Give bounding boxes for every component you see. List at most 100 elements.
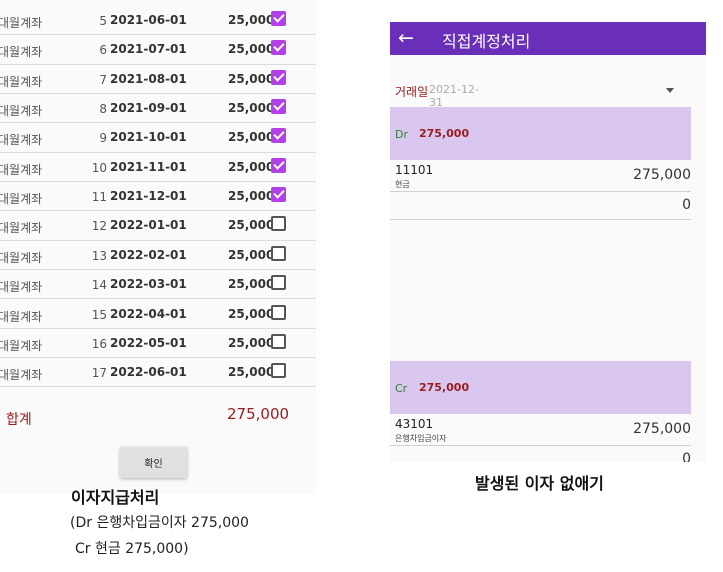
installment-number: 5	[99, 14, 107, 28]
checkbox-unchecked-icon[interactable]	[271, 333, 286, 349]
debit-entry-row[interactable]: 11101 현금 275,000	[390, 161, 691, 192]
payment-date: 2021-11-01	[110, 159, 187, 174]
payment-amount: 25,000	[228, 130, 275, 145]
account-label: 대월계좌	[0, 133, 43, 148]
account-code: 43101	[395, 417, 434, 431]
account-name: 현금	[395, 180, 410, 189]
installment-number: 7	[99, 72, 107, 87]
payment-date: 2021-07-01	[110, 42, 187, 57]
account-label: 대월계좌	[0, 192, 43, 207]
payment-amount: 25,000	[228, 101, 275, 116]
caption-credit-line: Cr 현금 275,000)	[75, 541, 189, 557]
payment-date: 2021-12-01	[110, 189, 187, 204]
credit-tag: Cr	[395, 382, 408, 395]
debit-total: 275,000	[419, 127, 470, 140]
installment-number: 13	[91, 248, 107, 263]
payment-amount: 25,000	[228, 218, 275, 233]
installment-row: 대월계좌 7 2021-08-01 25,000	[0, 65, 316, 94]
payment-amount: 25,000	[228, 335, 275, 350]
installment-row: 대월계좌 15 2022-04-01 25,000	[0, 300, 316, 329]
account-label: 대월계좌	[0, 104, 43, 119]
debit-tag: Dr	[395, 128, 408, 141]
checkbox-unchecked-icon[interactable]	[271, 275, 286, 291]
caption-remove-interest: 발생된 이자 없애기	[475, 474, 604, 493]
payment-amount: 25,000	[228, 189, 275, 204]
entry-amount-zero: 0	[682, 197, 691, 213]
payment-date: 2021-06-01	[110, 13, 187, 27]
payment-date: 2022-01-01	[110, 218, 187, 233]
account-label: 대월계좌	[0, 338, 43, 353]
installment-number: 15	[91, 307, 107, 322]
payment-date: 2022-04-01	[110, 306, 187, 321]
checkbox-checked-icon[interactable]	[271, 187, 286, 203]
confirm-button[interactable]: 확인	[120, 447, 187, 478]
payment-date: 2022-06-01	[110, 365, 187, 380]
payment-date: 2021-10-01	[110, 130, 187, 145]
payment-amount: 25,000	[228, 306, 275, 321]
installment-number: 9	[99, 131, 107, 146]
total-value: 275,000	[227, 405, 290, 423]
transaction-date-label: 거래일	[395, 85, 429, 99]
installment-row: 대월계좌 16 2022-05-01 25,000	[0, 329, 316, 359]
payment-date: 2022-05-01	[110, 335, 187, 350]
account-label: 대월계좌	[0, 368, 43, 383]
installment-number: 8	[99, 102, 107, 117]
checkbox-unchecked-icon[interactable]	[271, 245, 286, 261]
checkbox-unchecked-icon[interactable]	[271, 304, 286, 320]
credit-total: 275,000	[419, 381, 470, 394]
installment-row: 대월계좌 13 2022-02-01 25,000	[0, 241, 316, 271]
checkbox-checked-icon[interactable]	[271, 40, 286, 56]
installment-row: 대월계좌 12 2022-01-01 25,000	[0, 211, 316, 241]
payment-amount: 25,000	[228, 13, 275, 27]
credit-header: Cr 275,000	[390, 361, 691, 414]
payment-amount: 25,000	[228, 42, 275, 57]
app-bar: ← 직접계정처리	[390, 22, 706, 55]
total-label: 합계	[6, 412, 32, 428]
installment-row: 대월계좌 6 2021-07-01 25,000	[0, 35, 316, 65]
checkbox-checked-icon[interactable]	[271, 99, 286, 115]
entry-amount: 275,000	[633, 421, 691, 437]
account-label: 대월계좌	[0, 309, 43, 324]
installment-row: 대월계좌 10 2021-11-01 25,000	[0, 153, 316, 183]
caption-debit-line: (Dr 은행차입금이자 275,000	[70, 515, 249, 531]
account-label: 대월계좌	[0, 45, 43, 60]
direct-account-screen: ← 직접계정처리 거래일 2021-12-31 Dr 275,000 11101…	[390, 22, 706, 462]
dropdown-arrow-icon[interactable]	[666, 88, 674, 93]
payment-date: 2022-03-01	[110, 277, 187, 292]
debit-empty-row[interactable]: 0	[390, 192, 691, 220]
installment-row: 대월계좌 14 2022-03-01 25,000	[0, 270, 316, 300]
account-label: 대월계좌	[0, 250, 43, 265]
credit-entry-row[interactable]: 43101 은행차입금이자 275,000	[390, 415, 691, 446]
checkbox-checked-icon[interactable]	[271, 69, 286, 85]
checkbox-unchecked-icon[interactable]	[271, 216, 286, 232]
interest-payment-screen: 대월계좌 5 2021-06-01 25,000 대월계좌 6 2021-07-01 25,0…	[0, 0, 316, 494]
debit-header: Dr 275,000	[390, 107, 691, 160]
installment-row: 대월계좌 5 2021-06-01 25,000	[0, 6, 316, 36]
app-bar-title: 직접계정처리	[442, 32, 531, 51]
installment-row: 대월계좌 8 2021-09-01 25,000	[0, 94, 316, 124]
payment-amount: 25,000	[228, 159, 275, 174]
account-label: 대월계좌	[0, 280, 43, 295]
installment-number: 11	[91, 190, 107, 205]
payment-amount: 25,000	[228, 365, 275, 380]
installment-number: 12	[91, 219, 107, 234]
payment-amount: 25,000	[228, 277, 275, 292]
entry-amount-zero: 0	[682, 451, 691, 462]
payment-amount: 25,000	[228, 71, 275, 86]
installment-row: 대월계좌 11 2021-12-01 25,000	[0, 182, 316, 212]
account-code: 11101	[395, 163, 434, 177]
caption-interest-payment: 이자지급처리	[71, 488, 160, 507]
installment-row: 대월계좌 9 2021-10-01 25,000	[0, 123, 316, 153]
payment-date: 2022-02-01	[110, 247, 187, 262]
account-label: 대월계좌	[0, 162, 43, 177]
checkbox-checked-icon[interactable]	[271, 11, 286, 26]
entry-amount: 275,000	[633, 167, 691, 183]
payment-date: 2021-09-01	[110, 101, 187, 116]
checkbox-checked-icon[interactable]	[271, 128, 286, 144]
checkbox-checked-icon[interactable]	[271, 157, 286, 173]
payment-amount: 25,000	[228, 247, 275, 262]
arrow-left-icon[interactable]: ←	[398, 27, 414, 49]
installment-number: 16	[91, 336, 107, 351]
account-label: 대월계좌	[0, 16, 43, 30]
checkbox-unchecked-icon[interactable]	[271, 363, 286, 379]
